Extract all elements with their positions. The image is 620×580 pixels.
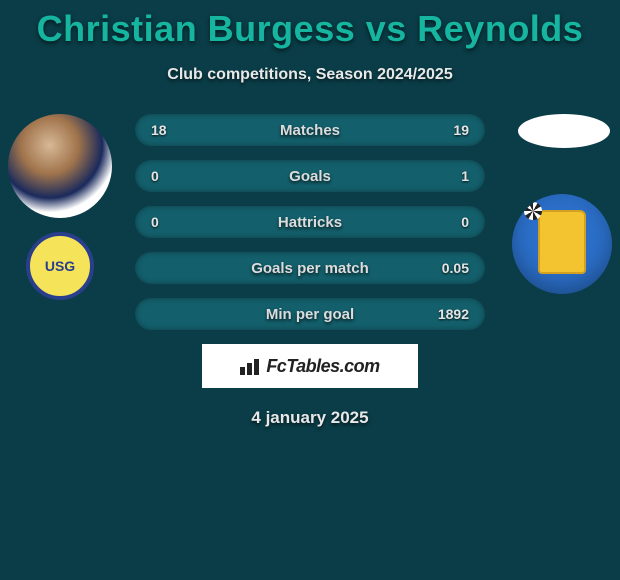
player1-avatar xyxy=(8,114,112,218)
bar-chart-icon xyxy=(240,357,262,375)
stat-right-value: 0 xyxy=(419,214,469,230)
page-title: Christian Burgess vs Reynolds xyxy=(0,0,620,50)
comparison-content: 18 Matches 19 0 Goals 1 0 Hattricks 0 Go… xyxy=(0,114,620,428)
player2-avatar xyxy=(518,114,610,148)
left-avatars xyxy=(8,114,112,308)
stat-row: 0 Hattricks 0 xyxy=(135,206,485,238)
stat-row: Min per goal 1892 xyxy=(135,298,485,330)
brand-box[interactable]: FcTables.com xyxy=(202,344,418,388)
stat-label: Hattricks xyxy=(201,214,419,231)
stat-label: Goals xyxy=(201,168,419,185)
player2-club-badge xyxy=(512,194,612,294)
brand-text: FcTables.com xyxy=(266,356,379,377)
stat-left-value: 18 xyxy=(151,122,201,138)
stat-right-value: 1892 xyxy=(419,306,469,322)
stat-row: 0 Goals 1 xyxy=(135,160,485,192)
stat-left-value: 0 xyxy=(151,214,201,230)
player1-club-badge xyxy=(18,224,102,308)
stats-table: 18 Matches 19 0 Goals 1 0 Hattricks 0 Go… xyxy=(135,114,485,330)
stat-label: Matches xyxy=(201,122,419,139)
stat-right-value: 0.05 xyxy=(419,260,469,276)
stat-label: Min per goal xyxy=(201,306,419,323)
stat-row: 18 Matches 19 xyxy=(135,114,485,146)
date-text: 4 january 2025 xyxy=(0,408,620,428)
stat-row: Goals per match 0.05 xyxy=(135,252,485,284)
stat-right-value: 19 xyxy=(419,122,469,138)
stat-label: Goals per match xyxy=(201,260,419,277)
stat-left-value: 0 xyxy=(151,168,201,184)
subtitle: Club competitions, Season 2024/2025 xyxy=(0,66,620,84)
right-avatars xyxy=(512,114,612,294)
stat-right-value: 1 xyxy=(419,168,469,184)
